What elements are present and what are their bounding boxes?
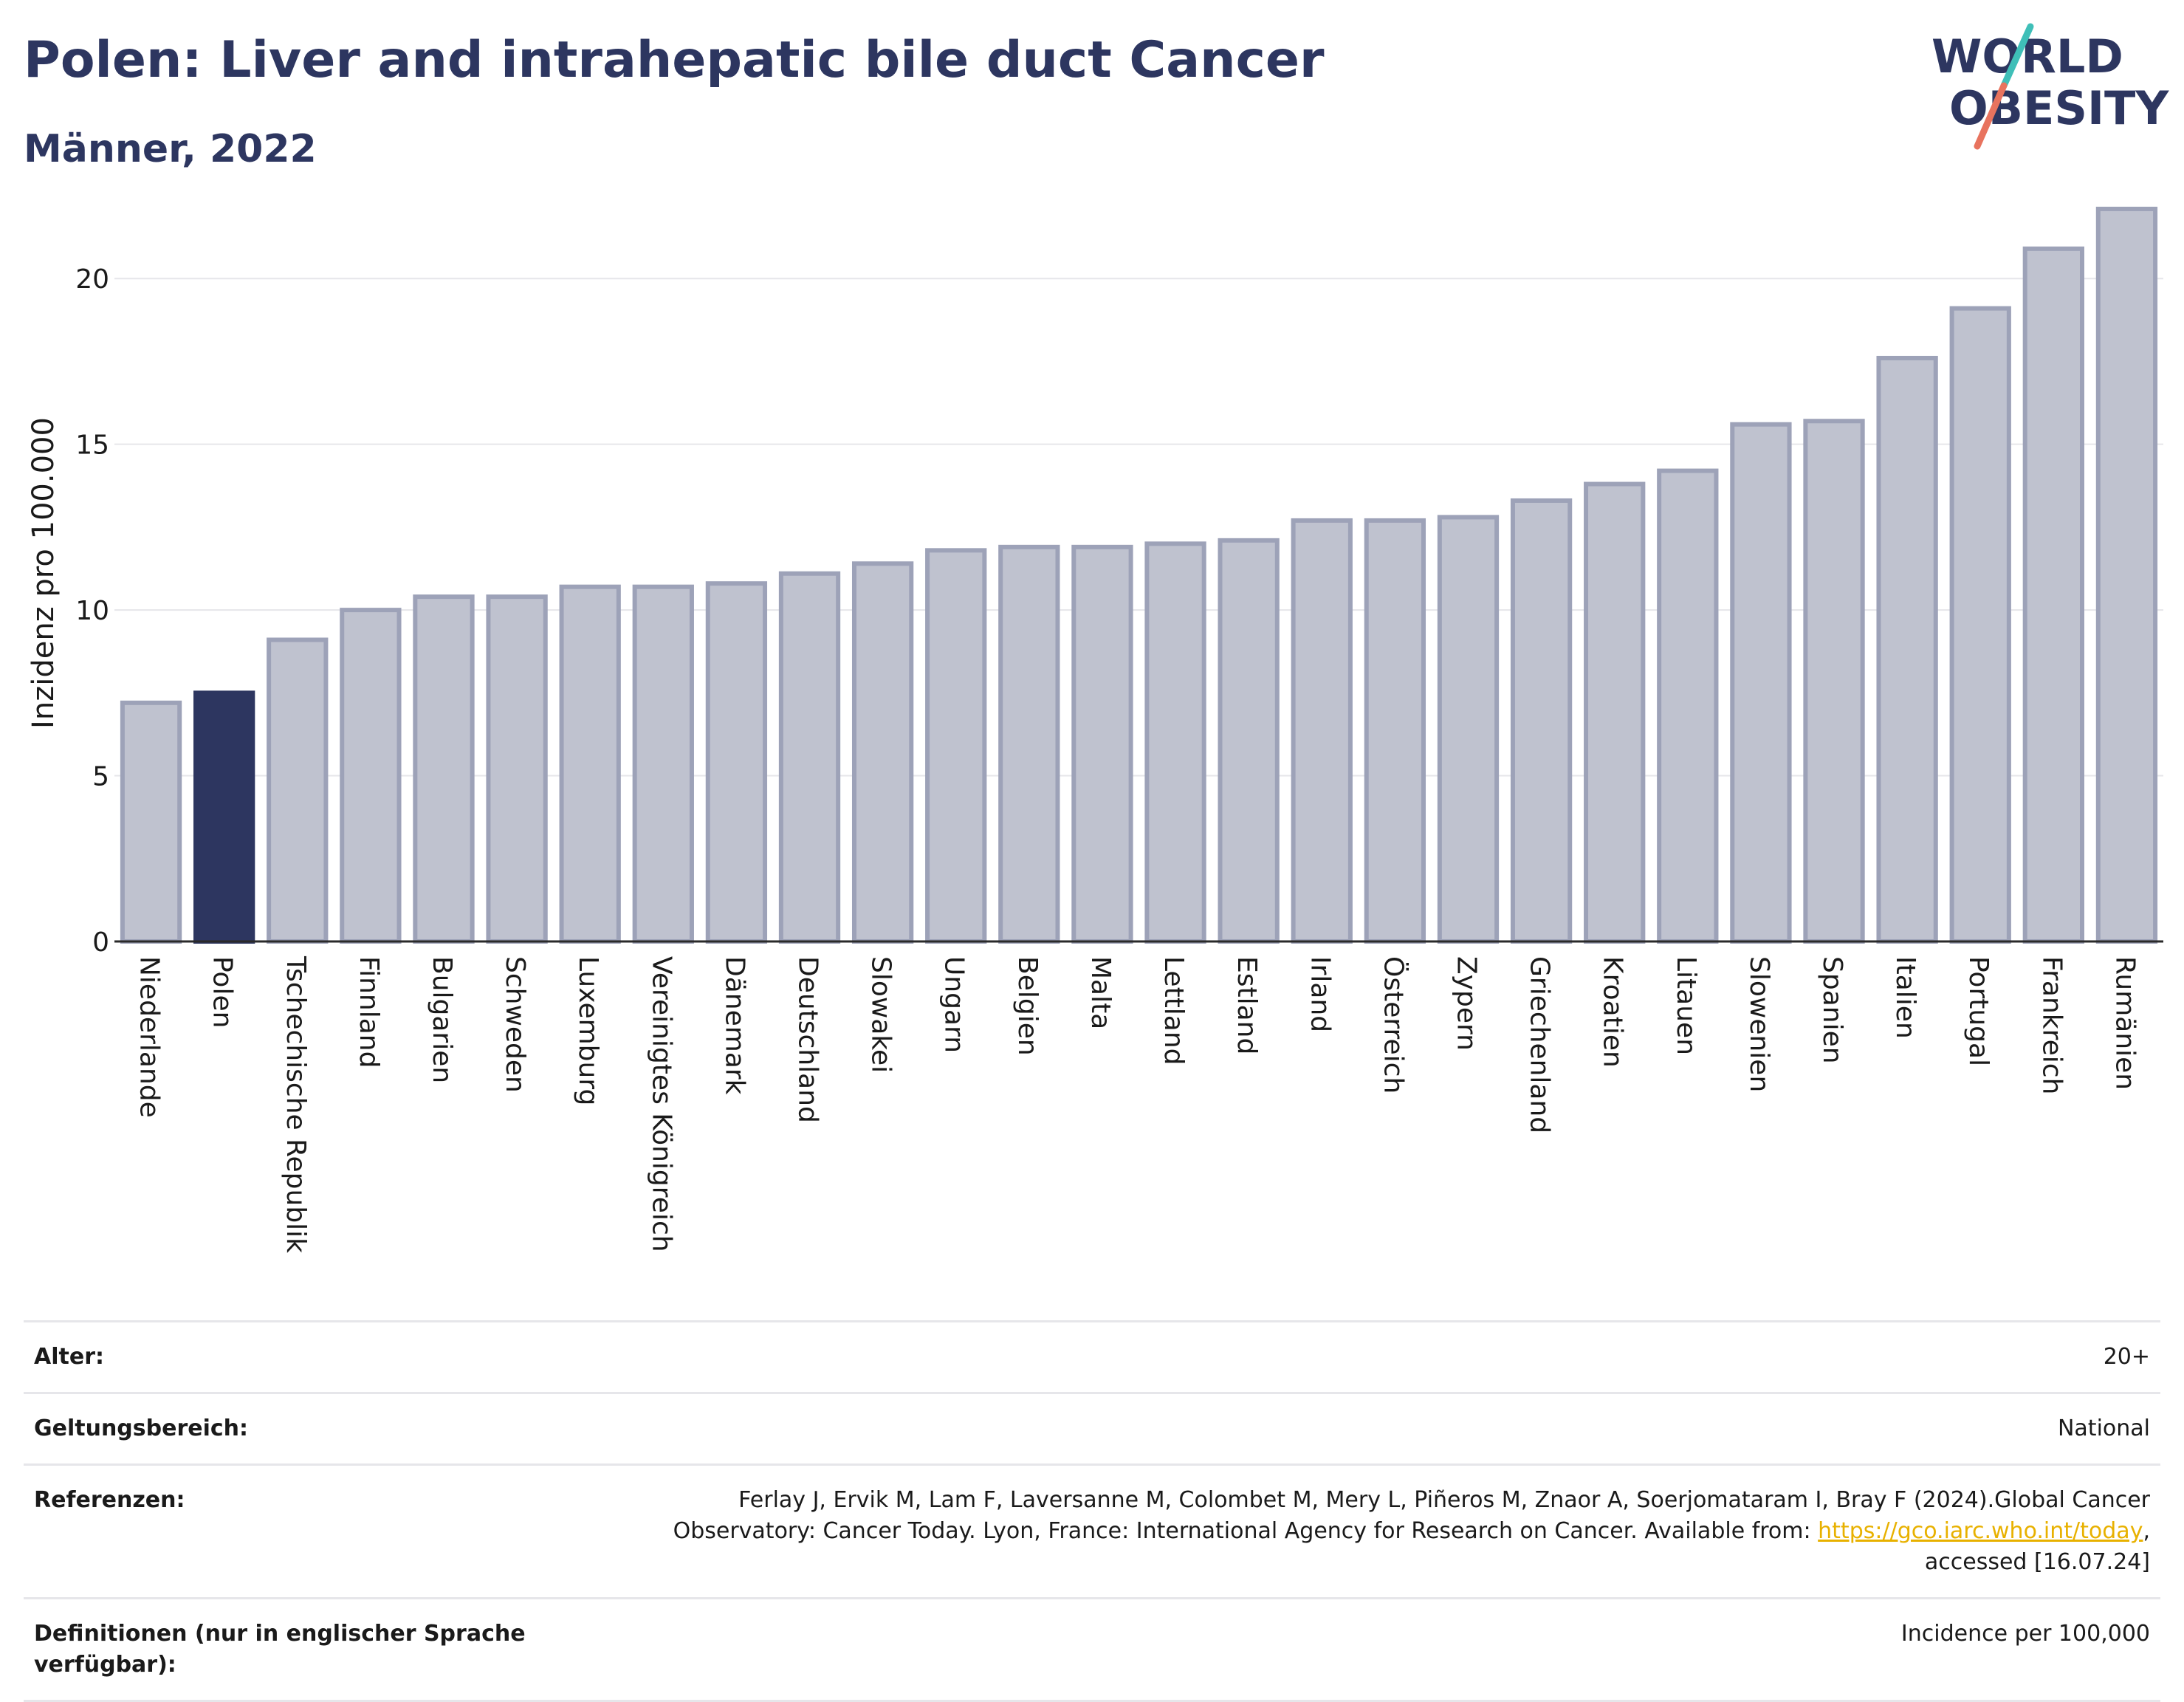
- y-tick-label: 5: [92, 762, 109, 792]
- x-tick-label: Tschechische Republik: [281, 955, 311, 1253]
- bar-kroatien: [1584, 481, 1646, 944]
- x-tick-label: Malta: [1085, 956, 1116, 1029]
- bar-finnland: [340, 608, 402, 944]
- x-tick-label: Österreich: [1378, 956, 1409, 1094]
- x-tick-label: Vereinigtes Königreich: [646, 956, 676, 1252]
- reference-accessed: , accessed [16.07.24]: [1924, 1518, 2150, 1575]
- reference-text: Ferlay J, Ervik M, Lam F, Laversanne M, …: [673, 1487, 2150, 1544]
- x-tick-label: Luxemburg: [573, 956, 603, 1105]
- bar-frankreich: [2022, 246, 2084, 944]
- meta-label: Definitionen (nur in englischer Sprache …: [34, 1621, 526, 1678]
- bar-schweden: [486, 594, 548, 944]
- bar-bulgarien: [413, 594, 475, 944]
- meta-label: Alter:: [34, 1344, 104, 1370]
- metadata-table: Alter: 20+ Geltungsbereich: National Ref…: [24, 1320, 2160, 1702]
- x-tick-label: Kroatien: [1598, 956, 1628, 1068]
- bar-vereinigtes-königreich: [632, 584, 694, 944]
- x-tick-label: Litauen: [1671, 956, 1701, 1055]
- meta-value-references: Ferlay J, Ervik M, Lam F, Laversanne M, …: [600, 1485, 2150, 1578]
- page-title: Polen: Liver and intrahepatic bile duct …: [24, 31, 1325, 89]
- x-tick-label: Lettland: [1158, 956, 1189, 1066]
- bar-tschechische-republik: [267, 637, 329, 944]
- bar-slowenien: [1730, 422, 1792, 944]
- bar-portugal: [1949, 306, 2011, 944]
- x-tick-label: Italien: [1890, 956, 1920, 1039]
- meta-value: National: [2057, 1416, 2150, 1441]
- bar-lettland: [1144, 541, 1206, 944]
- bar-luxemburg: [559, 584, 621, 944]
- x-tick-label: Rumänien: [2109, 956, 2140, 1090]
- y-axis-label: Inzidenz pro 100.000: [27, 417, 61, 729]
- logo-teal-stroke: [2000, 23, 2034, 89]
- x-tick-label: Slowenien: [1744, 956, 1774, 1092]
- x-tick-label: Griechenland: [1525, 956, 1555, 1133]
- bar-chart: 0 5 10 15 20 Niederlande Polen Tschechische Rep…: [27, 206, 2163, 1253]
- axis-layer: 0 5 10 15 20 Niederlande Polen Tschechische Rep…: [75, 264, 2163, 1253]
- page-subtitle: Männer, 2022: [24, 127, 317, 171]
- bar-zypern: [1437, 515, 1500, 944]
- y-tick-label: 0: [92, 927, 109, 958]
- x-tick-label: Niederlande: [134, 956, 165, 1118]
- bar-österreich: [1364, 518, 1426, 944]
- x-tick-label: Slowakei: [866, 956, 896, 1073]
- x-tick-label: Polen: [207, 956, 238, 1028]
- bar-estland: [1218, 538, 1280, 944]
- meta-value: Incidence per 100,000: [1900, 1621, 2150, 1647]
- x-tick-label: Ungarn: [939, 956, 969, 1053]
- meta-row-definitions: Definitionen (nur in englischer Sprache …: [24, 1597, 2160, 1702]
- bar-spanien: [1803, 419, 1865, 944]
- x-tick-label: Belgien: [1012, 956, 1043, 1056]
- x-tick-label: Bulgarien: [427, 956, 457, 1083]
- bar-deutschland: [778, 571, 841, 944]
- bar-rumänien: [2095, 206, 2158, 944]
- x-tick-label: Spanien: [1817, 956, 1847, 1064]
- meta-label: Referenzen:: [34, 1487, 185, 1513]
- x-tick-label: Schweden: [500, 956, 530, 1093]
- x-tick-label: Portugal: [1963, 956, 1994, 1066]
- logo-coral-stroke: [1974, 82, 2008, 150]
- bar-ungarn: [925, 548, 987, 944]
- x-tick-label: Frankreich: [2036, 956, 2067, 1094]
- bar-belgien: [998, 544, 1060, 944]
- bar-irland: [1291, 518, 1353, 944]
- reference-link[interactable]: https://gco.iarc.who.int/today: [1818, 1518, 2143, 1544]
- bar-slowakei: [851, 561, 914, 944]
- bar-dänemark: [705, 581, 768, 944]
- x-tick-label: Estland: [1232, 956, 1262, 1054]
- x-tick-label: Finnland: [354, 956, 384, 1068]
- x-tick-label: Zypern: [1451, 956, 1481, 1051]
- x-tick-label: Dänemark: [719, 956, 749, 1095]
- y-tick-label: 20: [75, 264, 109, 295]
- bar-layer: [120, 206, 2158, 944]
- meta-row-scope: Geltungsbereich: National: [24, 1392, 2160, 1463]
- meta-label: Geltungsbereich:: [34, 1416, 249, 1441]
- y-tick-label: 10: [75, 596, 109, 626]
- bar-litauen: [1657, 468, 1719, 944]
- meta-row-references: Referenzen: Ferlay J, Ervik M, Lam F, La…: [24, 1463, 2160, 1597]
- x-tick-label: Irland: [1305, 956, 1335, 1032]
- bar-italien: [1876, 355, 1938, 944]
- world-obesity-logo: WORLD OBESITY: [1931, 23, 2169, 150]
- bar-malta: [1071, 544, 1133, 944]
- meta-value: 20+: [2103, 1344, 2150, 1370]
- y-tick-label: 15: [75, 430, 109, 461]
- bar-griechenland: [1510, 498, 1573, 944]
- bar-niederlande: [120, 700, 182, 944]
- bar-polen: [193, 690, 255, 944]
- x-tick-label: Deutschland: [793, 956, 823, 1123]
- meta-row-age: Alter: 20+: [24, 1320, 2160, 1392]
